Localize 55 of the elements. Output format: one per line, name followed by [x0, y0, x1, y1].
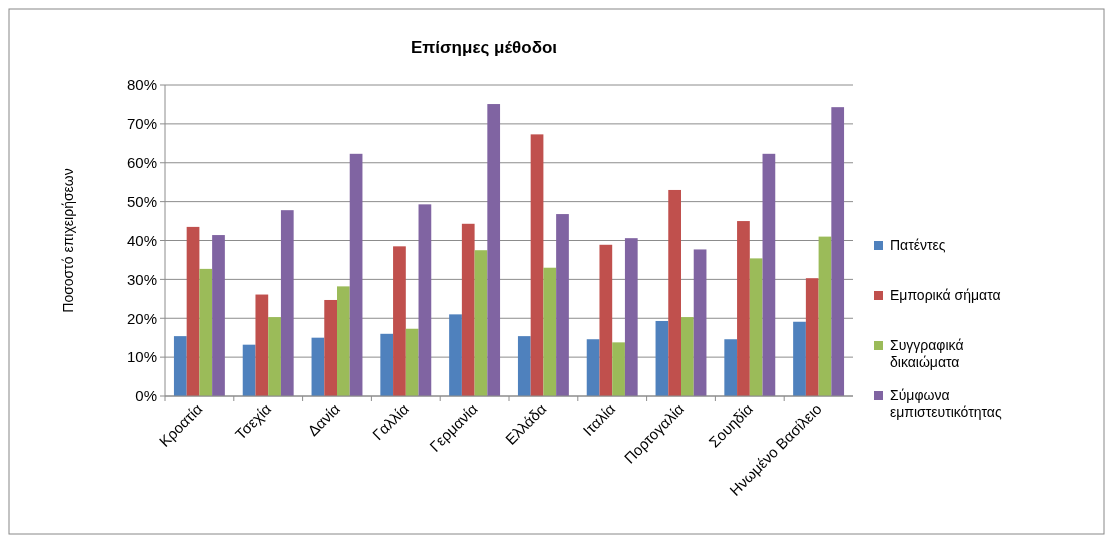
y-tick-label: 30%	[126, 270, 157, 288]
bar	[693, 249, 707, 396]
y-tick-label: 80%	[126, 76, 157, 94]
bar	[186, 226, 200, 396]
bar	[762, 153, 776, 396]
bar	[530, 134, 544, 396]
bar	[461, 223, 475, 396]
y-tick-label: 70%	[126, 115, 157, 133]
bar	[337, 286, 350, 396]
y-tick-label: 50%	[126, 192, 157, 210]
bar	[612, 342, 625, 396]
bar	[831, 107, 845, 396]
y-tick-label: 40%	[126, 231, 157, 249]
bar	[624, 238, 638, 396]
bar	[268, 317, 281, 396]
y-tick-label: 10%	[126, 348, 157, 366]
legend-label: Εμπορικά σήματα	[890, 287, 1001, 303]
bar	[724, 339, 738, 396]
legend-label: Συγγραφικά δικαιώματα	[890, 337, 964, 370]
bar	[212, 235, 225, 396]
bar	[173, 336, 187, 396]
bar	[793, 321, 806, 396]
bar	[393, 246, 406, 396]
bar	[405, 328, 419, 396]
bar	[380, 333, 394, 396]
bar	[255, 294, 269, 396]
y-tick-label: 60%	[126, 154, 157, 171]
bar	[818, 236, 832, 396]
bar	[487, 104, 501, 396]
bar	[749, 258, 763, 396]
bar	[474, 250, 488, 396]
bar	[324, 299, 337, 396]
bar	[805, 278, 819, 396]
bar	[349, 153, 363, 396]
bar	[199, 268, 213, 396]
bar	[418, 204, 432, 396]
bar	[586, 339, 600, 396]
bar	[449, 314, 462, 396]
bar	[311, 337, 325, 396]
y-axis-title: Ποσοστό επιχειρήσεων	[60, 168, 76, 313]
y-tick-label: 20%	[126, 309, 157, 327]
bar	[737, 221, 750, 396]
bar	[280, 210, 294, 396]
bar	[242, 344, 256, 396]
bar	[655, 320, 669, 396]
legend-label: Σύμφωνα εμπιστευτικότητας	[890, 387, 1002, 420]
y-tick-label: 0%	[135, 387, 157, 405]
bar	[517, 336, 531, 396]
chart-title: Επίσημες μέθοδοι	[410, 38, 558, 57]
legend-label: Πατέντες	[890, 237, 946, 253]
bar	[681, 317, 694, 396]
bar	[668, 189, 681, 396]
bar	[556, 214, 569, 396]
bar	[599, 244, 613, 396]
bar	[543, 267, 557, 396]
